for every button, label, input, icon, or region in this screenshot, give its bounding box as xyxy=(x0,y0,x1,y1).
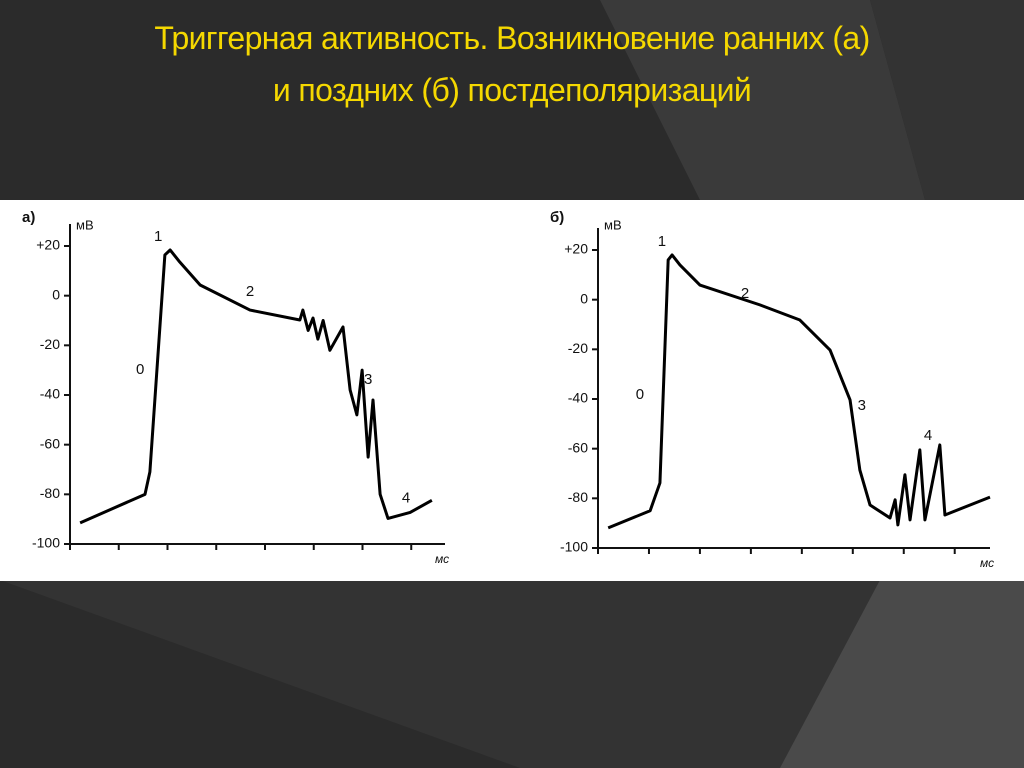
y-tick-label: -20 xyxy=(40,336,60,352)
y-tick-label: +20 xyxy=(564,241,588,257)
y-tick-label: -40 xyxy=(568,390,588,406)
y-axis-label: мВ xyxy=(76,217,94,232)
phase-label: 3 xyxy=(858,397,866,414)
y-tick-label: 0 xyxy=(580,290,588,306)
y-tick-label: -100 xyxy=(32,535,60,551)
phase-label: 0 xyxy=(636,386,644,403)
bg-shape xyxy=(780,580,1024,768)
title-line: и поздних (б) постдеполяризаций xyxy=(272,72,752,108)
panel-label: а) xyxy=(22,209,35,226)
phase-label: 2 xyxy=(741,285,749,302)
y-tick-label: +20 xyxy=(36,237,60,253)
bg-shape xyxy=(870,0,1024,200)
y-tick-label: 0 xyxy=(52,286,60,302)
y-axis-label: мВ xyxy=(604,217,622,232)
y-tick-label: -60 xyxy=(568,439,588,455)
figure-panel xyxy=(0,200,1024,581)
y-tick-label: -40 xyxy=(40,386,60,402)
y-tick-label: -100 xyxy=(560,539,588,555)
phase-label: 0 xyxy=(136,361,144,378)
x-axis-label: мс xyxy=(980,556,994,570)
panel-label: б) xyxy=(550,209,564,226)
phase-label: 4 xyxy=(924,427,932,444)
slide-title: Триггерная активность. Возникновение ран… xyxy=(0,12,1024,116)
phase-label: 3 xyxy=(364,371,372,388)
phase-label: 1 xyxy=(658,233,666,250)
bg-shape xyxy=(0,580,1024,768)
phase-label: 2 xyxy=(246,283,254,300)
curve xyxy=(607,253,991,530)
phase-label: 1 xyxy=(154,228,162,245)
y-tick-label: -80 xyxy=(568,489,588,505)
x-axis-label: мс xyxy=(435,552,449,566)
y-tick-label: -80 xyxy=(40,485,60,501)
y-tick-label: -20 xyxy=(568,340,588,356)
curve xyxy=(79,248,433,525)
y-tick-label: -60 xyxy=(40,435,60,451)
phase-label: 4 xyxy=(402,489,410,506)
bg-shape xyxy=(600,0,925,200)
title-line: Триггерная активность. Возникновение ран… xyxy=(154,20,870,56)
